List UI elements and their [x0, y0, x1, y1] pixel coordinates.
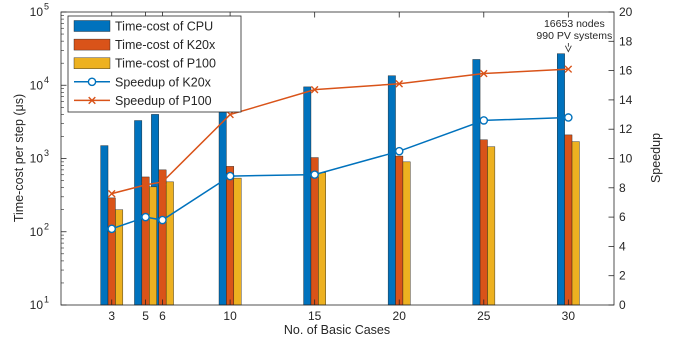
left-tick-exponent: 5 — [44, 2, 49, 12]
legend-item: Time-cost of CPU — [73, 20, 213, 34]
bar — [115, 209, 124, 306]
bar — [303, 86, 312, 306]
line-series-1 — [107, 113, 573, 234]
left-tick-label: 10 — [30, 152, 44, 166]
bar — [100, 145, 109, 306]
legend-item: Time-cost of K20x — [73, 38, 216, 52]
left-tick-exponent: 4 — [44, 75, 49, 85]
annotation-line-2: 990 PV systems — [536, 30, 612, 42]
series-line — [111, 68, 569, 195]
data-point — [395, 79, 404, 88]
legend-marker — [87, 77, 97, 87]
right-tick-label: 4 — [619, 239, 626, 253]
legend-swatch — [73, 38, 111, 51]
legend-swatch — [73, 20, 111, 32]
x-tick-label: 3 — [108, 309, 115, 323]
left-tick-exponent: 3 — [44, 148, 49, 158]
right-tick-label: 14 — [619, 93, 633, 107]
x-tick-label: 6 — [159, 309, 166, 323]
data-point — [158, 178, 167, 186]
line-marks — [107, 65, 573, 234]
x-tick-label: 30 — [562, 309, 576, 323]
bar — [318, 172, 326, 306]
right-axis: 0 2 4 6 8 10 12 14 16 18 20 — [608, 5, 633, 312]
data-point — [107, 189, 116, 198]
right-tick-label: 10 — [619, 152, 633, 166]
left-tick-label: 10 — [30, 5, 44, 19]
data-point — [107, 224, 117, 234]
left-tick-label: 10 — [30, 78, 44, 92]
bar — [134, 120, 143, 306]
data-point — [564, 65, 573, 73]
data-point — [141, 181, 150, 189]
data-point — [158, 215, 167, 225]
annotation-arrow-head — [564, 45, 572, 53]
right-tick-label: 8 — [619, 181, 626, 195]
x-tick-label: 25 — [477, 309, 491, 323]
bar — [149, 186, 157, 306]
legend-label: Speedup of K20x — [115, 75, 212, 89]
data-point — [225, 171, 235, 181]
right-tick-label: 18 — [619, 34, 633, 48]
bar — [571, 141, 580, 306]
bar — [402, 161, 411, 306]
bar — [158, 169, 167, 306]
annotation-line-1: 16653 nodes — [544, 18, 605, 30]
x-tick-label: 5 — [142, 309, 149, 323]
bar — [107, 197, 116, 306]
legend-label: Time-cost of P100 — [115, 57, 216, 71]
data-point — [141, 212, 150, 222]
legend: Time-cost of CPU Time-cost of K20x Time-co… — [67, 15, 242, 113]
legend-item: Time-cost of P100 — [73, 57, 216, 71]
right-tick-label: 0 — [619, 298, 626, 312]
data-point — [479, 116, 489, 125]
bar — [165, 181, 174, 306]
x-tick-label: 20 — [393, 309, 407, 323]
bar — [395, 155, 404, 306]
bar — [472, 59, 481, 306]
right-tick-label: 12 — [619, 122, 633, 136]
legend-item: Speedup of P100 — [74, 94, 212, 108]
x-axis: 3 5 6 10 15 20 25 30 — [108, 12, 575, 323]
legend-label: Time-cost of CPU — [115, 20, 213, 34]
bar — [557, 53, 565, 306]
legend-label: Time-cost of K20x — [115, 38, 216, 52]
bar — [226, 166, 235, 306]
legend-swatch — [73, 57, 111, 69]
data-point — [564, 113, 573, 122]
left-tick-label: 10 — [30, 225, 44, 239]
right-tick-label: 6 — [619, 210, 626, 224]
x-tick-label: 15 — [308, 309, 322, 323]
right-tick-label: 16 — [619, 64, 633, 78]
legend-item: Speedup of K20x — [74, 75, 212, 89]
legend-label: Speedup of P100 — [115, 94, 212, 108]
right-tick-label: 2 — [619, 269, 626, 283]
bar — [310, 157, 319, 306]
legend-marker — [88, 96, 96, 105]
bar — [487, 146, 496, 306]
x-tick-label: 10 — [223, 309, 237, 323]
right-tick-label: 20 — [619, 5, 633, 19]
bar — [564, 134, 573, 306]
data-point — [310, 85, 319, 94]
left-tick-exponent: 2 — [44, 221, 49, 231]
bar — [141, 176, 150, 306]
data-point — [310, 170, 319, 179]
left-axis-title: Time-cost per step (μs) — [12, 94, 26, 222]
left-tick-label: 10 — [30, 298, 44, 312]
data-point — [479, 69, 488, 78]
bar — [387, 75, 396, 306]
x-axis-title: No. of Basic Cases — [284, 323, 390, 337]
right-axis-title: Speedup — [649, 133, 663, 183]
bar — [233, 177, 242, 306]
bar — [218, 96, 227, 306]
left-tick-exponent: 1 — [44, 295, 49, 305]
bar — [479, 139, 488, 306]
data-point — [394, 146, 404, 156]
